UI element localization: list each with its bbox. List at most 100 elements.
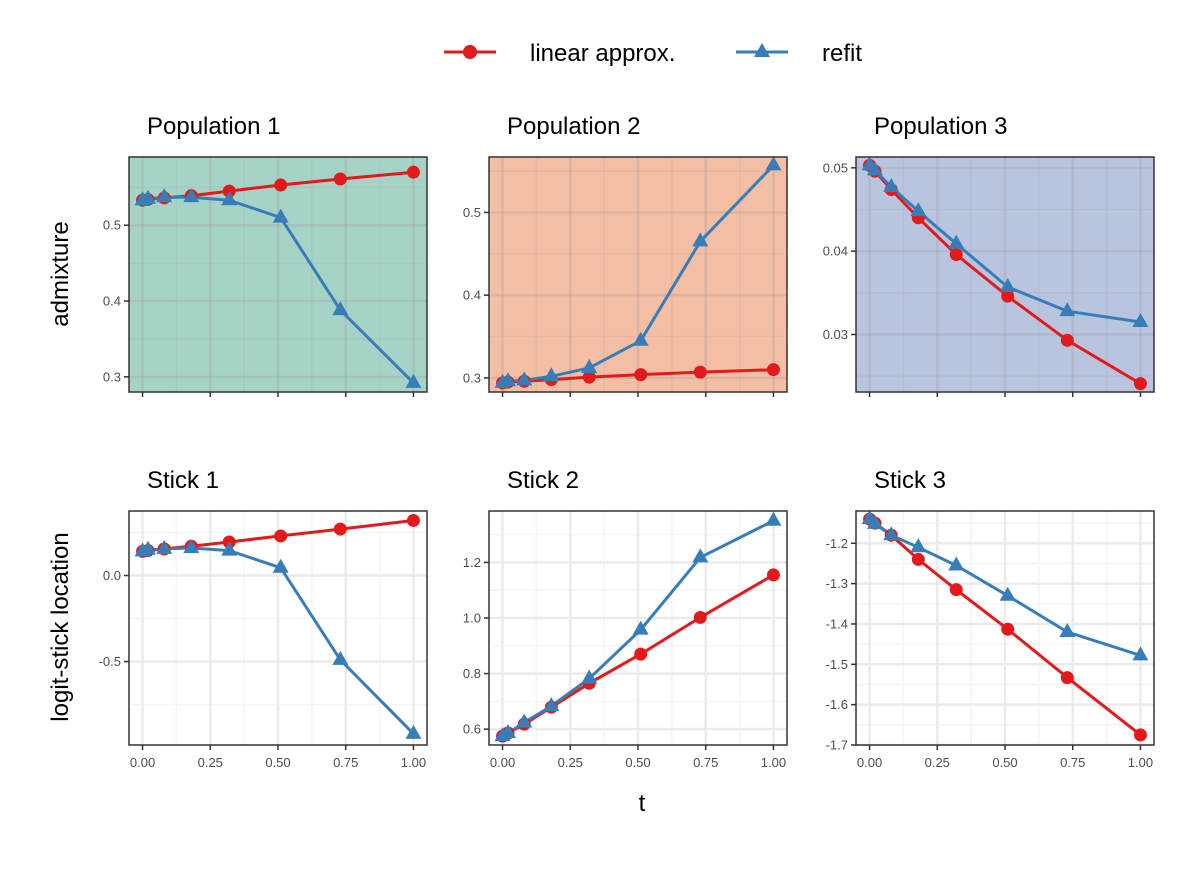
data-point-linear-approx — [1133, 377, 1147, 391]
data-point-refit — [156, 539, 173, 554]
panel-title: Stick 3 — [874, 467, 946, 494]
x-tick-label: 0.25 — [558, 755, 583, 770]
data-point-linear-approx — [1001, 289, 1015, 303]
data-point-linear-approx — [1060, 333, 1074, 347]
data-point-linear-approx — [693, 610, 707, 624]
y-tick-label: 0.4 — [103, 294, 121, 309]
data-point-refit — [405, 373, 422, 388]
x-axis-title-t: t — [639, 790, 646, 817]
data-point-refit — [332, 301, 349, 316]
x-tick-label: 0.75 — [1060, 755, 1085, 770]
data-point-refit — [156, 188, 173, 203]
x-tick-label: 0.50 — [625, 755, 650, 770]
data-point-refit — [866, 161, 883, 176]
x-tick-label: 1.00 — [401, 755, 426, 770]
data-point-refit — [499, 372, 516, 387]
data-point-linear-approx — [911, 552, 925, 566]
data-point-refit — [516, 713, 533, 728]
data-point-linear-approx — [949, 583, 963, 597]
data-point-refit — [692, 232, 709, 247]
data-point-linear-approx — [274, 178, 288, 192]
y-tick-label: 1.2 — [463, 555, 481, 570]
data-point-linear-approx — [693, 365, 707, 379]
panel-background — [856, 157, 1154, 392]
data-point-refit — [632, 620, 649, 635]
y-tick-label: 0.8 — [463, 666, 481, 681]
data-point-refit — [948, 556, 965, 571]
data-point-refit — [948, 234, 965, 249]
legend-key-linear-approx-marker — [463, 45, 477, 59]
data-point-refit — [581, 359, 598, 374]
panel-stick-2: 0.00 0.25 0.50 0.75 1.00 0.6 0.8 1.0 1.2 Stick 2 — [463, 467, 788, 770]
data-point-linear-approx — [1133, 728, 1147, 742]
data-point-refit — [543, 697, 560, 712]
legend-label-linear-approx: linear approx. — [530, 40, 675, 67]
x-tick-label: 0.75 — [333, 755, 358, 770]
panel-population-3: 0.03 0.04 0.05 Population 3 — [823, 113, 1155, 397]
legend-key-refit-marker — [754, 43, 770, 57]
data-point-refit — [516, 371, 533, 386]
x-tick-label: 1.00 — [1128, 755, 1153, 770]
data-point-linear-approx — [634, 368, 648, 382]
legend-label-refit: refit — [822, 40, 862, 67]
panel-stick-3: 0.00 0.25 0.50 0.75 1.00 -1.7 -1.6 -1.5 -1.4 -1.3… — [826, 467, 1155, 770]
data-point-refit — [139, 540, 156, 555]
y-tick-label: 0.4 — [463, 288, 481, 303]
data-point-linear-approx — [949, 248, 963, 261]
y-tick-label: -1.4 — [826, 616, 848, 631]
panels: 0.3 0.4 0.5 Population 1 0.3 0.4 0.5 Population… — [99, 113, 1155, 770]
legend: linear approx. refit — [444, 40, 862, 67]
panel-background — [489, 157, 787, 392]
data-point-refit — [999, 278, 1016, 292]
data-point-refit — [543, 367, 560, 382]
y-tick-label: -1.7 — [826, 738, 848, 753]
x-tick-label: 0.50 — [265, 755, 290, 770]
data-point-refit — [999, 586, 1016, 601]
y-tick-label: 0.04 — [823, 244, 848, 259]
data-point-refit — [272, 558, 289, 573]
x-tick-label: 0.00 — [490, 755, 515, 770]
y-tick-label: 0.6 — [463, 722, 481, 737]
y-tick-label: 0.5 — [103, 218, 121, 233]
data-point-linear-approx — [1001, 622, 1015, 636]
y-tick-label: -1.2 — [826, 536, 848, 551]
data-point-refit — [139, 189, 156, 204]
x-tick-label: 0.25 — [925, 755, 950, 770]
data-point-linear-approx — [333, 522, 347, 536]
data-point-refit — [221, 541, 238, 556]
data-point-refit — [405, 724, 422, 739]
x-tick-label: 0.00 — [857, 755, 882, 770]
data-point-linear-approx — [582, 370, 596, 384]
data-point-refit — [765, 156, 782, 171]
panel-population-2: 0.3 0.4 0.5 Population 2 — [463, 113, 788, 397]
y-axis-title-logit-stick-location: logit-stick location — [47, 532, 74, 721]
data-point-refit — [581, 669, 598, 684]
y-tick-label: -1.3 — [826, 576, 848, 591]
data-point-refit — [499, 724, 516, 739]
data-point-refit — [1059, 302, 1076, 317]
data-point-refit — [883, 178, 900, 192]
data-point-linear-approx — [766, 568, 780, 582]
data-point-linear-approx — [406, 165, 420, 179]
panel-title: Population 1 — [147, 113, 280, 140]
x-tick-label: 1.00 — [761, 755, 786, 770]
data-point-refit — [272, 208, 289, 223]
y-tick-label: -0.5 — [99, 654, 121, 669]
panel-stick-1: 0.00 0.25 0.50 0.75 1.00 -0.5 0.0 Stick 1 — [99, 467, 428, 770]
data-point-refit — [183, 188, 200, 203]
data-point-refit — [1059, 623, 1076, 638]
y-tick-label: 0.3 — [103, 369, 121, 384]
data-point-refit — [910, 538, 927, 553]
data-point-refit — [692, 548, 709, 563]
x-tick-label: 0.75 — [693, 755, 718, 770]
y-tick-label: 0.05 — [823, 160, 848, 175]
x-tick-label: 0.50 — [992, 755, 1017, 770]
data-point-refit — [1132, 646, 1149, 661]
data-point-linear-approx — [406, 513, 420, 527]
x-tick-label: 0.00 — [130, 755, 155, 770]
data-point-linear-approx — [1060, 671, 1074, 685]
data-point-linear-approx — [333, 172, 347, 186]
data-point-refit — [910, 202, 927, 217]
